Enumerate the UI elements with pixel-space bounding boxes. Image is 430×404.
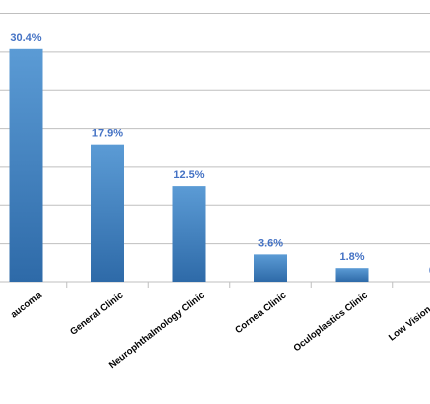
x-tick-label: aucoma	[9, 289, 45, 320]
bars	[9, 48, 369, 282]
bar	[254, 254, 287, 282]
bar	[91, 144, 124, 282]
bar	[9, 48, 43, 282]
data-label: 17.9%	[92, 128, 123, 140]
data-labels: 30.4% 17.9% 12.5% 3.6% 1.8% 0.	[10, 32, 430, 277]
data-label: 3.6%	[258, 237, 283, 249]
data-label: 1.8%	[339, 251, 364, 263]
x-tick-label: Neurophthalmology Clinic	[107, 290, 207, 371]
x-tick-label: Oculoplastics Clinic	[292, 290, 370, 355]
data-label: 30.4%	[10, 32, 41, 44]
bar	[335, 268, 369, 282]
data-label: 12.5%	[173, 169, 204, 181]
grid-lines	[0, 13, 430, 288]
x-tick-label: General Clinic	[68, 290, 125, 338]
x-tick-label: Low Vision Clini	[387, 290, 430, 344]
bar	[172, 186, 206, 282]
data-label: 0.	[429, 265, 430, 277]
x-tick-label: Cornea Clinic	[233, 290, 288, 336]
